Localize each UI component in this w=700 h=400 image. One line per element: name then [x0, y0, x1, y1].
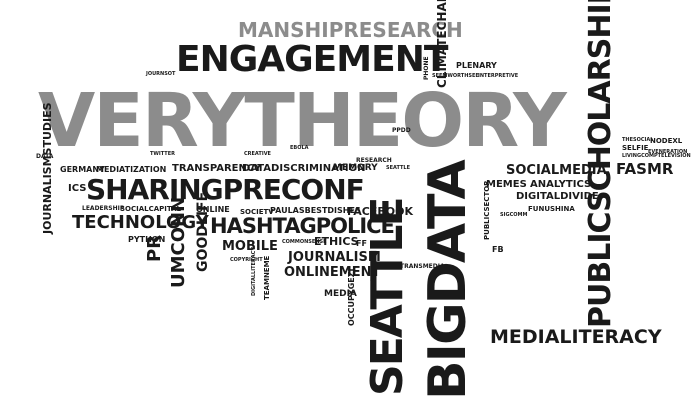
word-commonsense: COMMONSENSE: [282, 239, 327, 245]
word-digitaldivide: DIGITALDIVIDE: [516, 191, 599, 202]
word-memes: MEMES: [486, 179, 527, 190]
word-datadiscrimination: DATADISCRIMINATION: [242, 163, 366, 174]
word-teamneme: TEAMNEME: [263, 255, 271, 300]
word-journalismstudies: JOURNALISMSTUDIES: [41, 102, 54, 234]
word-socialmedia: SOCIALMEDIA: [506, 163, 607, 178]
word-seattle-small: SEATTLE: [386, 165, 411, 171]
word-nodexl: NODEXL: [650, 137, 683, 145]
word-sharingpreconf: SHARINGPRECONF: [86, 173, 365, 206]
word-socialcapital: SOCIALCAPITAL: [120, 205, 182, 213]
word-interpretive: INTERPRETIVE: [478, 73, 519, 79]
word-fb: FB: [492, 245, 504, 254]
word-bigdata: BIGDATA: [418, 161, 478, 400]
word-research: RESEARCH: [356, 157, 392, 164]
word-ebola: EBOLA: [290, 145, 309, 151]
word-digitalliteracy: DIGITALLITERACY: [251, 247, 257, 296]
word-ff: FF: [356, 239, 367, 248]
word-selfie: SELFIE: [622, 144, 649, 152]
word-data: DATA: [36, 153, 54, 160]
word-mediatization: MEDIATIZATION: [96, 165, 167, 174]
word-funushina: FUNUSHINA: [528, 205, 575, 213]
word-ppdd: PPDD: [392, 127, 411, 134]
word-seattle: SEATTLE: [362, 198, 413, 396]
word-livingcomptelevision: LIVINGCOMPTELEVISION: [622, 153, 691, 159]
word-societv: SOCIETV: [240, 208, 274, 216]
word-seemworthsee: SEEMWORTHSEE: [432, 73, 479, 79]
word-onlinement: ONLINEMENT: [284, 265, 381, 280]
word-publicsector: PUBLICSECTOR: [483, 180, 491, 240]
word-ethics: ETHICS: [314, 235, 359, 248]
word-hashtagpolice: HASHTAGPOLICE: [210, 214, 395, 238]
word-manshipresearch: MANSHIPRESEARCH: [238, 18, 463, 42]
word-medialiteracy: MEDIALITERACY: [490, 326, 662, 348]
word-germany: GERMANY: [60, 165, 105, 174]
word-sigcomm: SIGCOMM: [500, 212, 528, 218]
word-paulasbestdishes: PAULASBESTDISHES: [270, 206, 361, 215]
word-phone: PHONE: [423, 56, 430, 80]
word-umconn: UMCONN: [168, 196, 189, 288]
word-pr: PR: [144, 234, 165, 262]
word-creative: CREATIVE: [244, 151, 271, 157]
word-media: MEDIA: [324, 289, 357, 299]
word-goodlife: GOODLIFE: [195, 191, 211, 272]
word-transmedia: TRANSMEDIA: [400, 263, 445, 270]
word-twitter: TWITTER: [150, 151, 175, 157]
word-verytheory: VERYTHEORY: [38, 78, 567, 164]
word-engagement: ENGAGEMENT: [176, 39, 448, 80]
word-online: ONLINE: [196, 205, 230, 214]
word-eveneration: EVENERATION: [648, 149, 688, 155]
word-copyright: COPYRIGHT: [230, 257, 263, 263]
word-transparency: TRANSPARENCY: [172, 163, 262, 174]
word-facebook: FACEBOOK: [347, 205, 413, 218]
word-technology: TECHNOLOGY: [72, 212, 209, 233]
word-journsot: JOURNSOT: [146, 71, 176, 77]
word-mobile: MOBILE: [222, 239, 278, 254]
word-journalism: JOURNALISM: [288, 250, 381, 265]
word-occupygezi: OCCUPYGEZI: [347, 268, 356, 326]
word-fasmr: FASMR: [616, 160, 674, 178]
word-python: PYTHON: [128, 235, 166, 244]
word-analytics: ANALYTICS: [530, 179, 592, 190]
word-thesocial: THESOCIAL: [622, 137, 654, 143]
word-ics: ICS: [68, 183, 87, 194]
word-leadership: LEADERSHIP: [82, 205, 125, 212]
word-memory: MEMORY: [333, 163, 378, 173]
word-plenary: PLENARY: [456, 61, 497, 70]
